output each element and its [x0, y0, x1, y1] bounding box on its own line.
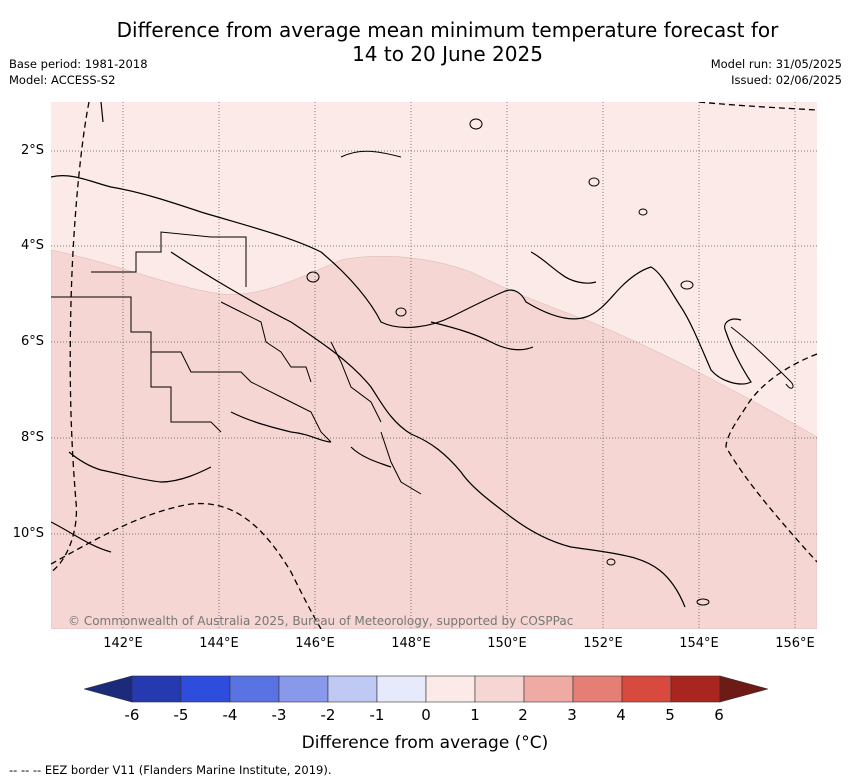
lat-label-10s: 10°S [12, 526, 44, 541]
colorbar-segment [670, 675, 721, 703]
colorbar-tick: 1 [470, 706, 480, 724]
colorbar-tick: -3 [271, 706, 287, 724]
lat-label-4s: 4°S [20, 238, 44, 253]
colorbar-segment [376, 675, 427, 703]
colorbar-tick: 2 [518, 706, 528, 724]
colorbar [84, 675, 768, 703]
eez-legend-note: -- -- -- EEZ border V11 (Flanders Marine… [9, 763, 332, 777]
colorbar-tick: 0 [421, 706, 431, 724]
lon-label-144e: 144°E [199, 636, 239, 651]
colorbar-segment [474, 675, 525, 703]
coastlines [51, 102, 752, 608]
colorbar-segment [131, 675, 182, 703]
base-period-text: Base period: 1981-2018 [9, 57, 148, 71]
colorbar-extend-low [84, 675, 133, 703]
lat-label-2s: 2°S [20, 143, 44, 158]
lon-label-146e: 146°E [295, 636, 335, 651]
lon-label-156e: 156°E [775, 636, 815, 651]
lon-label-152e: 152°E [583, 636, 623, 651]
province-borders [51, 231, 422, 495]
lat-label-6s: 6°S [20, 334, 44, 349]
map-title-line1: Difference from average mean minimum tem… [116, 18, 779, 42]
colorbar-tick: 3 [567, 706, 577, 724]
lon-label-148e: 148°E [391, 636, 431, 651]
colorbar-segment [425, 675, 476, 703]
lat-label-8s: 8°S [20, 430, 44, 445]
eez-borders [51, 102, 817, 629]
colorbar-tick: 5 [665, 706, 675, 724]
islands [306, 118, 794, 606]
issued-text: Issued: 02/06/2025 [731, 73, 842, 87]
copyright-text: © Commonwealth of Australia 2025, Bureau… [68, 614, 574, 628]
map-title: Difference from average mean minimum tem… [0, 18, 850, 66]
colorbar-segment [572, 675, 623, 703]
meta-right: Model run: 31/05/2025 Issued: 02/06/2025 [711, 56, 842, 88]
colorbar-segment [180, 675, 231, 703]
lon-label-150e: 150°E [487, 636, 527, 651]
colorbar-tick: -6 [124, 706, 140, 724]
model-text: Model: ACCESS-S2 [9, 73, 116, 87]
colorbar-tick: -5 [173, 706, 189, 724]
colorbar-segment [327, 675, 378, 703]
lon-label-142e: 142°E [103, 636, 143, 651]
colorbar-tick: -4 [222, 706, 238, 724]
colorbar-segment [278, 675, 329, 703]
model-run-text: Model run: 31/05/2025 [710, 57, 842, 71]
colorbar-tick: -1 [369, 706, 385, 724]
map-panel [51, 102, 817, 629]
anomaly-zone-high [51, 249, 817, 629]
colorbar-segment [523, 675, 574, 703]
colorbar-segment [229, 675, 280, 703]
map-title-line2: 14 to 20 June 2025 [352, 42, 543, 66]
colorbar-title: Difference from average (°C) [301, 733, 549, 753]
colorbar-tick: 4 [616, 706, 626, 724]
lon-label-154e: 154°E [679, 636, 719, 651]
meta-left: Base period: 1981-2018 Model: ACCESS-S2 [9, 56, 148, 88]
colorbar-tick: 6 [714, 706, 724, 724]
colorbar-segment [621, 675, 672, 703]
colorbar-tick: -2 [320, 706, 336, 724]
colorbar-extend-high [719, 675, 768, 703]
